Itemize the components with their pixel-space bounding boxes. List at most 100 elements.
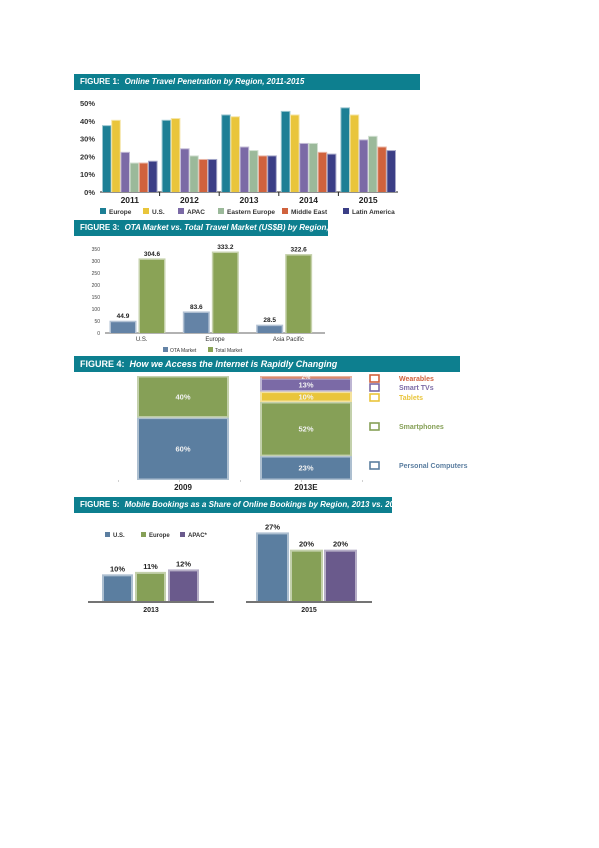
x-tick-label: 2013E [294,483,318,492]
bar [291,115,299,192]
legend-swatch [369,374,380,383]
segment-label: 2% [302,375,311,381]
bar [249,151,258,192]
figure5-header: FIGURE 5: Mobile Bookings as a Share of O… [74,497,403,513]
bar [199,159,207,192]
segment-label: 40% [175,392,190,401]
stack-segment [262,457,350,479]
bar [140,259,164,333]
y-tick-label: 250 [92,271,101,277]
bar [387,151,395,192]
bar [327,154,336,192]
y-tick-label: 0% [84,188,95,197]
stack-segment [262,377,350,379]
stack-segment [262,393,350,401]
x-tick-label: 2011 [121,195,140,205]
data-label: 83.6 [190,304,203,311]
bar [281,111,290,192]
bar [190,156,198,192]
segment-halo [260,376,352,379]
bar [286,255,311,333]
x-tick-label: 2013 [240,195,259,205]
bar [137,573,164,601]
bar [292,551,321,601]
legend-label: U.S. [113,533,125,539]
data-label: 304.6 [144,251,161,258]
legend-swatch [208,347,213,352]
legend-label: Europe [109,209,132,216]
legend-swatch [343,208,349,214]
figure3-title: OTA Market vs. Total Travel Market (US$B… [124,223,349,232]
y-tick-label: 50 [94,319,100,325]
y-tick-label: 350 [92,247,101,253]
data-label: 322.6 [291,247,308,254]
figure1-number: FIGURE 1: [80,77,120,86]
x-tick-label: 2014 [299,195,318,205]
legend-label: APAC [187,209,205,216]
data-label: 11% [143,562,158,571]
legend-label: APAC* [188,533,208,539]
figure3-number: FIGURE 3: [80,223,120,232]
segment-label: 23% [298,464,313,473]
bar [309,143,317,192]
legend-swatch [369,393,380,402]
legend-swatch [180,532,185,537]
bar [162,120,171,192]
bar [268,156,276,192]
stack-segment [139,419,227,479]
legend-swatch [178,208,184,214]
x-tick-label: Asia Pacific [273,337,304,343]
bar [213,253,238,333]
bar [257,326,282,333]
bar [103,126,111,192]
x-tick-label: 2015 [359,195,378,205]
figure1-title: Online Travel Penetration by Region, 201… [124,77,305,86]
figure5-title: Mobile Bookings as a Share of Online Boo… [124,500,403,509]
bar [258,534,287,601]
bar [369,136,377,192]
segment-label: 13% [298,381,313,390]
legend-label: Smartphones [399,424,444,431]
x-tick-label: 2015 [301,607,317,614]
x-tick-label: U.S. [136,337,148,343]
bar [208,159,217,192]
legend-swatch [105,532,110,537]
x-tick-label: Europe [205,337,225,343]
segment-label: 60% [175,444,190,453]
bar [104,576,131,601]
legend-swatch [369,422,380,431]
legend-label: Eastern Europe [227,209,275,216]
segment-label: 10% [298,392,313,401]
bar [300,143,308,192]
bar [171,119,180,192]
legend-label: Wearables [399,376,434,383]
figure1-header: FIGURE 1: Online Travel Penetration by Re… [74,74,420,90]
bar [240,147,249,192]
bar [350,115,359,192]
bar [341,108,349,192]
x-tick-label: 2012 [180,195,199,205]
y-tick-label: 20% [80,152,95,161]
figure4-header: FIGURE 4: How we Access the Internet is R… [74,356,460,372]
legend-label: Smart TVs [399,385,434,392]
figure3-header: FIGURE 3: OTA Market vs. Total Travel Mar… [74,220,349,236]
data-label: 20% [299,540,314,549]
bar [181,149,189,192]
legend-swatch [369,461,380,470]
bar [222,115,230,192]
figure4-title: How we Access the Internet is Rapidly Ch… [129,359,338,369]
y-tick-label: 150 [92,295,101,301]
y-tick-label: 0 [97,331,100,337]
legend-label: Total Market [215,348,243,354]
bar [139,163,148,192]
bar [149,161,157,192]
legend-swatch [163,347,168,352]
bar [378,147,386,192]
bar [184,312,209,333]
y-tick-label: 30% [80,135,95,144]
x-tick-label: 2009 [174,483,192,492]
legend-swatch [369,383,380,392]
